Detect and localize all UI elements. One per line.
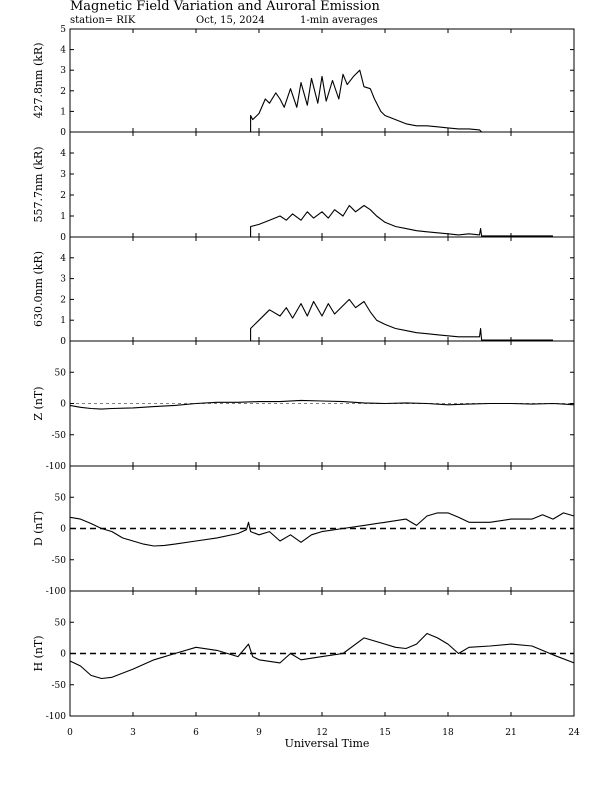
x-tick-label: 0 [67, 728, 73, 738]
series-line [69, 632, 575, 680]
y-axis-label: 630.0nm (kR) [32, 251, 45, 327]
panel-2: 0 1 2 3 4 557.7nm (kR) [32, 131, 575, 243]
panel-frame [69, 28, 575, 133]
x-tick-label: 21 [505, 728, 516, 738]
chart-title: Magnetic Field Variation and Auroral Emi… [70, 0, 380, 14]
x-tick-label: 3 [130, 728, 136, 738]
y-tick-label: 0 [60, 128, 66, 138]
x-tick-label: 15 [379, 728, 391, 738]
x-tick-labels: 0 3 6 9 12 15 18 21 24 [67, 728, 580, 738]
y-tick-label: 3 [60, 66, 66, 76]
panels-group: 0 1 2 3 4 5 427.8nm (kR) 0 1 2 3 4 557.7nm (kR) 0 1 2 3 4… [32, 25, 575, 722]
series-line [238, 298, 553, 342]
y-tick-label: 2 [60, 191, 66, 201]
x-tick-label: 18 [442, 728, 454, 738]
y-tick-label: 4 [60, 254, 66, 264]
panel-4: -100 -50 0 50 Z (nT) [32, 340, 575, 472]
series-line [69, 399, 575, 410]
y-tick-label: -50 [52, 556, 67, 566]
y-tick-label: -100 [46, 462, 66, 472]
y-tick-label: 4 [60, 149, 66, 159]
x-tick-label: 12 [316, 728, 327, 738]
y-tick-label: 2 [60, 295, 66, 305]
station-label: station= RIK [70, 15, 136, 26]
series-line [250, 69, 482, 133]
y-tick-label: -50 [52, 431, 67, 441]
series-line [69, 512, 575, 547]
y-tick-label: 0 [60, 233, 66, 243]
y-tick-label: 50 [55, 368, 67, 378]
y-tick-label: 50 [55, 493, 67, 503]
y-tick-label: 0 [60, 650, 66, 660]
y-tick-label: 1 [60, 107, 66, 117]
y-axis-label: Z (nT) [32, 386, 45, 420]
y-tick-label: 0 [60, 400, 66, 410]
y-tick-label: 3 [60, 275, 66, 285]
panel-frame [69, 131, 575, 238]
y-tick-label: 2 [60, 87, 66, 97]
panel-6: -100 -50 0 50 H (nT) [32, 590, 575, 722]
x-tick-label: 6 [193, 728, 199, 738]
y-axis-label: 557.7nm (kR) [32, 146, 45, 222]
y-tick-label: 5 [60, 25, 66, 35]
y-tick-label: 4 [60, 46, 66, 56]
y-axis-label: D (nT) [32, 511, 45, 546]
y-tick-label: -100 [46, 587, 66, 597]
averaging-label: 1-min averages [300, 15, 378, 26]
y-tick-label: 1 [60, 316, 66, 326]
y-tick-label: 50 [55, 618, 67, 628]
panel-1: 0 1 2 3 4 5 427.8nm (kR) [32, 25, 575, 138]
y-axis-label: 427.8nm (kR) [32, 42, 45, 118]
y-tick-label: 3 [60, 170, 66, 180]
x-axis-label: Universal Time [285, 737, 370, 750]
panel-3: 0 1 2 3 4 630.0nm (kR) [32, 236, 575, 347]
x-tick-label: 24 [568, 728, 580, 738]
panel-5: -100 -50 0 50 D (nT) [32, 465, 575, 597]
series-line [238, 204, 553, 238]
y-tick-label: -50 [52, 681, 67, 691]
date-label: Oct, 15, 2024 [196, 15, 265, 26]
panel-frame [69, 236, 575, 342]
y-tick-label: 1 [60, 212, 66, 222]
x-tick-label: 9 [256, 728, 262, 738]
y-tick-label: -100 [46, 712, 66, 722]
y-axis-label: H (nT) [32, 635, 45, 671]
y-tick-label: 0 [60, 525, 66, 535]
y-tick-label: 0 [60, 337, 66, 347]
